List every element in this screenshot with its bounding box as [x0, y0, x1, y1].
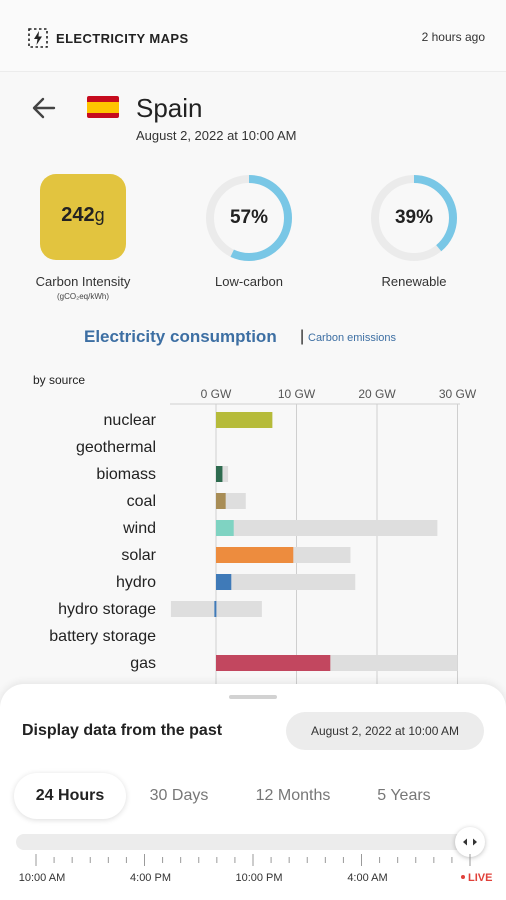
spain-flag-icon	[87, 96, 119, 118]
chart-category-label: solar	[121, 547, 156, 564]
range-tab-12-months[interactable]: 12 Months	[255, 787, 331, 804]
sheet-drag-handle[interactable]	[229, 695, 277, 699]
chart-capacity-bar	[216, 574, 356, 590]
chart-category-label: geothermal	[76, 439, 156, 456]
chart-category-label: wind	[122, 520, 156, 537]
renewable-label: Renewable	[381, 274, 447, 289]
drag-arrows-icon	[463, 838, 477, 846]
chart-category-label: coal	[127, 493, 156, 510]
low-carbon-ring	[206, 175, 292, 261]
chart-category-label: nuclear	[104, 412, 157, 429]
chart-tick-label: 20 GW	[358, 387, 396, 401]
chart-value-bar	[216, 520, 234, 536]
chart-capacity-bar	[216, 520, 438, 536]
chart-category-label: gas	[130, 655, 156, 672]
chart-category-label: hydro	[116, 574, 156, 591]
timeline-axis: 10:00 AM 4:00 PM 10:00 PM 4:00 AM LIVE	[19, 854, 492, 884]
back-arrow-icon[interactable]	[30, 94, 58, 122]
chart-category-label: biomass	[96, 466, 156, 483]
by-source-label: by source	[33, 373, 86, 387]
carbon-intensity-label: Carbon Intensity	[35, 274, 131, 289]
chart-value-bar	[216, 412, 273, 428]
electricity-maps-logo-icon	[28, 28, 48, 48]
range-tab-30-days[interactable]: 30 Days	[149, 787, 209, 804]
chart-category-label: battery storage	[49, 628, 156, 645]
tab-carbon-emissions[interactable]: Carbon emissions	[308, 332, 397, 344]
timeline-label: 10:00 AM	[19, 872, 65, 884]
top-bar: ELECTRICITY MAPS 2 hours ago	[0, 0, 506, 72]
consumption-by-source-chart: 0 GW 10 GW 20 GW 30 GW nuclear geothermal biom…	[49, 387, 477, 690]
chart-value-bar	[216, 655, 331, 671]
chart-value-bar	[214, 601, 217, 617]
chart-capacity-bar	[170, 601, 216, 617]
low-carbon-label: Low-carbon	[215, 274, 283, 289]
chart-tick-label: 10 GW	[278, 387, 316, 401]
tab-separator: |	[300, 328, 305, 345]
low-carbon-value: 57%	[229, 207, 269, 228]
time-slider-track[interactable]	[16, 834, 474, 850]
chart-capacity-bar	[216, 601, 262, 617]
renewable-ring	[371, 175, 457, 261]
zone-name: Spain	[136, 93, 203, 123]
selected-date-button[interactable]: August 2, 2022 at 10:00 AM	[286, 712, 484, 750]
chart-value-bar	[216, 547, 294, 563]
range-tab-24-hours[interactable]: 24 Hours	[14, 773, 126, 819]
zone-datetime: August 2, 2022 at 10:00 AM	[136, 128, 297, 143]
timeline-label: 4:00 AM	[347, 872, 387, 884]
last-updated-text: 2 hours ago	[421, 30, 485, 44]
carbon-intensity-unit: g	[94, 205, 105, 225]
time-slider-thumb[interactable]	[455, 827, 485, 857]
chart-value-bar	[216, 574, 232, 590]
chart-tick-label: 30 GW	[439, 387, 477, 401]
tab-electricity-consumption[interactable]: Electricity consumption	[84, 327, 277, 346]
timeline-label: 4:00 PM	[130, 872, 171, 884]
live-dot-icon	[461, 875, 465, 879]
past-data-title: Display data from the past	[22, 722, 223, 739]
carbon-intensity-value: 242	[61, 204, 95, 226]
time-controller-sheet: Display data from the past August 2, 202…	[0, 684, 506, 900]
chart-category-label: hydro storage	[58, 601, 156, 618]
live-label[interactable]: LIVE	[468, 872, 492, 884]
timeline-label: 10:00 PM	[235, 872, 282, 884]
time-range-tabs: 24 Hours 30 Days 12 Months 5 Years	[14, 773, 494, 819]
chart-tick-label: 0 GW	[201, 387, 232, 401]
carbon-intensity-box: 242 g	[40, 174, 126, 260]
carbon-intensity-unit-label: (gCO₂eq/kWh)	[56, 292, 109, 301]
renewable-value: 39%	[394, 207, 434, 228]
chart-value-bar	[216, 493, 226, 509]
chart-value-bar	[216, 466, 223, 482]
app-title: ELECTRICITY MAPS	[56, 31, 189, 46]
range-tab-5-years[interactable]: 5 Years	[377, 787, 431, 804]
